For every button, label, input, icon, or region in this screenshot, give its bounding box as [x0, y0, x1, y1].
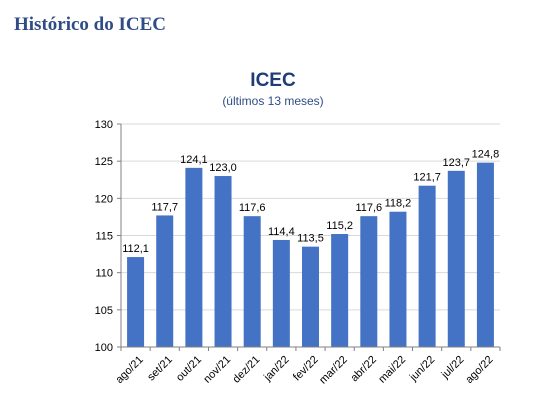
bar [476, 162, 494, 347]
x-tick-label: fev/22 [291, 354, 321, 384]
x-tick-label: ago/21 [114, 354, 146, 386]
chart-subtitle: (últimos 13 meses) [222, 94, 324, 108]
x-tick-label: set/21 [145, 354, 175, 384]
data-label: 114,4 [268, 226, 295, 238]
bar [360, 216, 378, 347]
bar [127, 257, 145, 347]
data-label: 112,1 [122, 243, 149, 255]
y-tick-label: 105 [95, 305, 113, 317]
y-axis-ticks: 100 105 110 115 120 125 130 [95, 119, 121, 354]
bar [447, 170, 465, 347]
bar [302, 246, 319, 347]
data-label: 115,2 [326, 220, 353, 232]
bar [389, 211, 407, 347]
bar [331, 234, 349, 347]
x-tick-label: mai/22 [376, 354, 408, 386]
x-tick-label: jun/22 [407, 354, 437, 384]
y-tick-label: 125 [95, 156, 113, 168]
data-label: 121,7 [413, 172, 441, 184]
data-label: 117,6 [355, 202, 382, 214]
data-label: 124,1 [180, 154, 208, 166]
data-label: 118,2 [385, 198, 412, 210]
x-tick-label: mar/22 [317, 354, 350, 387]
bars [127, 162, 494, 347]
data-label: 124,8 [472, 149, 500, 161]
data-label: 117,6 [239, 202, 266, 214]
x-tick-label: nov/21 [201, 354, 233, 386]
bar [185, 167, 203, 347]
bar [156, 215, 174, 347]
bar [272, 239, 290, 347]
data-label: 113,5 [297, 233, 324, 245]
chart-title: ICEC [250, 70, 296, 91]
data-labels: 112,1117,7124,1123,0117,6114,4113,5115,2… [122, 149, 499, 255]
y-tick-label: 115 [95, 231, 113, 243]
y-tick-label: 110 [95, 268, 113, 280]
data-label: 123,0 [209, 162, 237, 174]
x-tick-label: abr/22 [348, 354, 379, 385]
x-tick-label: ago/22 [463, 354, 495, 386]
data-label: 117,7 [151, 201, 178, 213]
x-tick-label: out/21 [174, 354, 204, 384]
data-label: 123,7 [443, 157, 471, 169]
bar [243, 216, 261, 347]
page-heading: Histórico do ICEC [14, 14, 166, 35]
y-tick-label: 120 [95, 193, 113, 205]
y-tick-label: 130 [95, 119, 113, 131]
x-tick-label: dez/21 [231, 354, 263, 386]
bar [214, 176, 232, 347]
bar [418, 185, 436, 347]
x-tick-label: jan/22 [261, 354, 291, 384]
y-tick-label: 100 [95, 342, 113, 354]
